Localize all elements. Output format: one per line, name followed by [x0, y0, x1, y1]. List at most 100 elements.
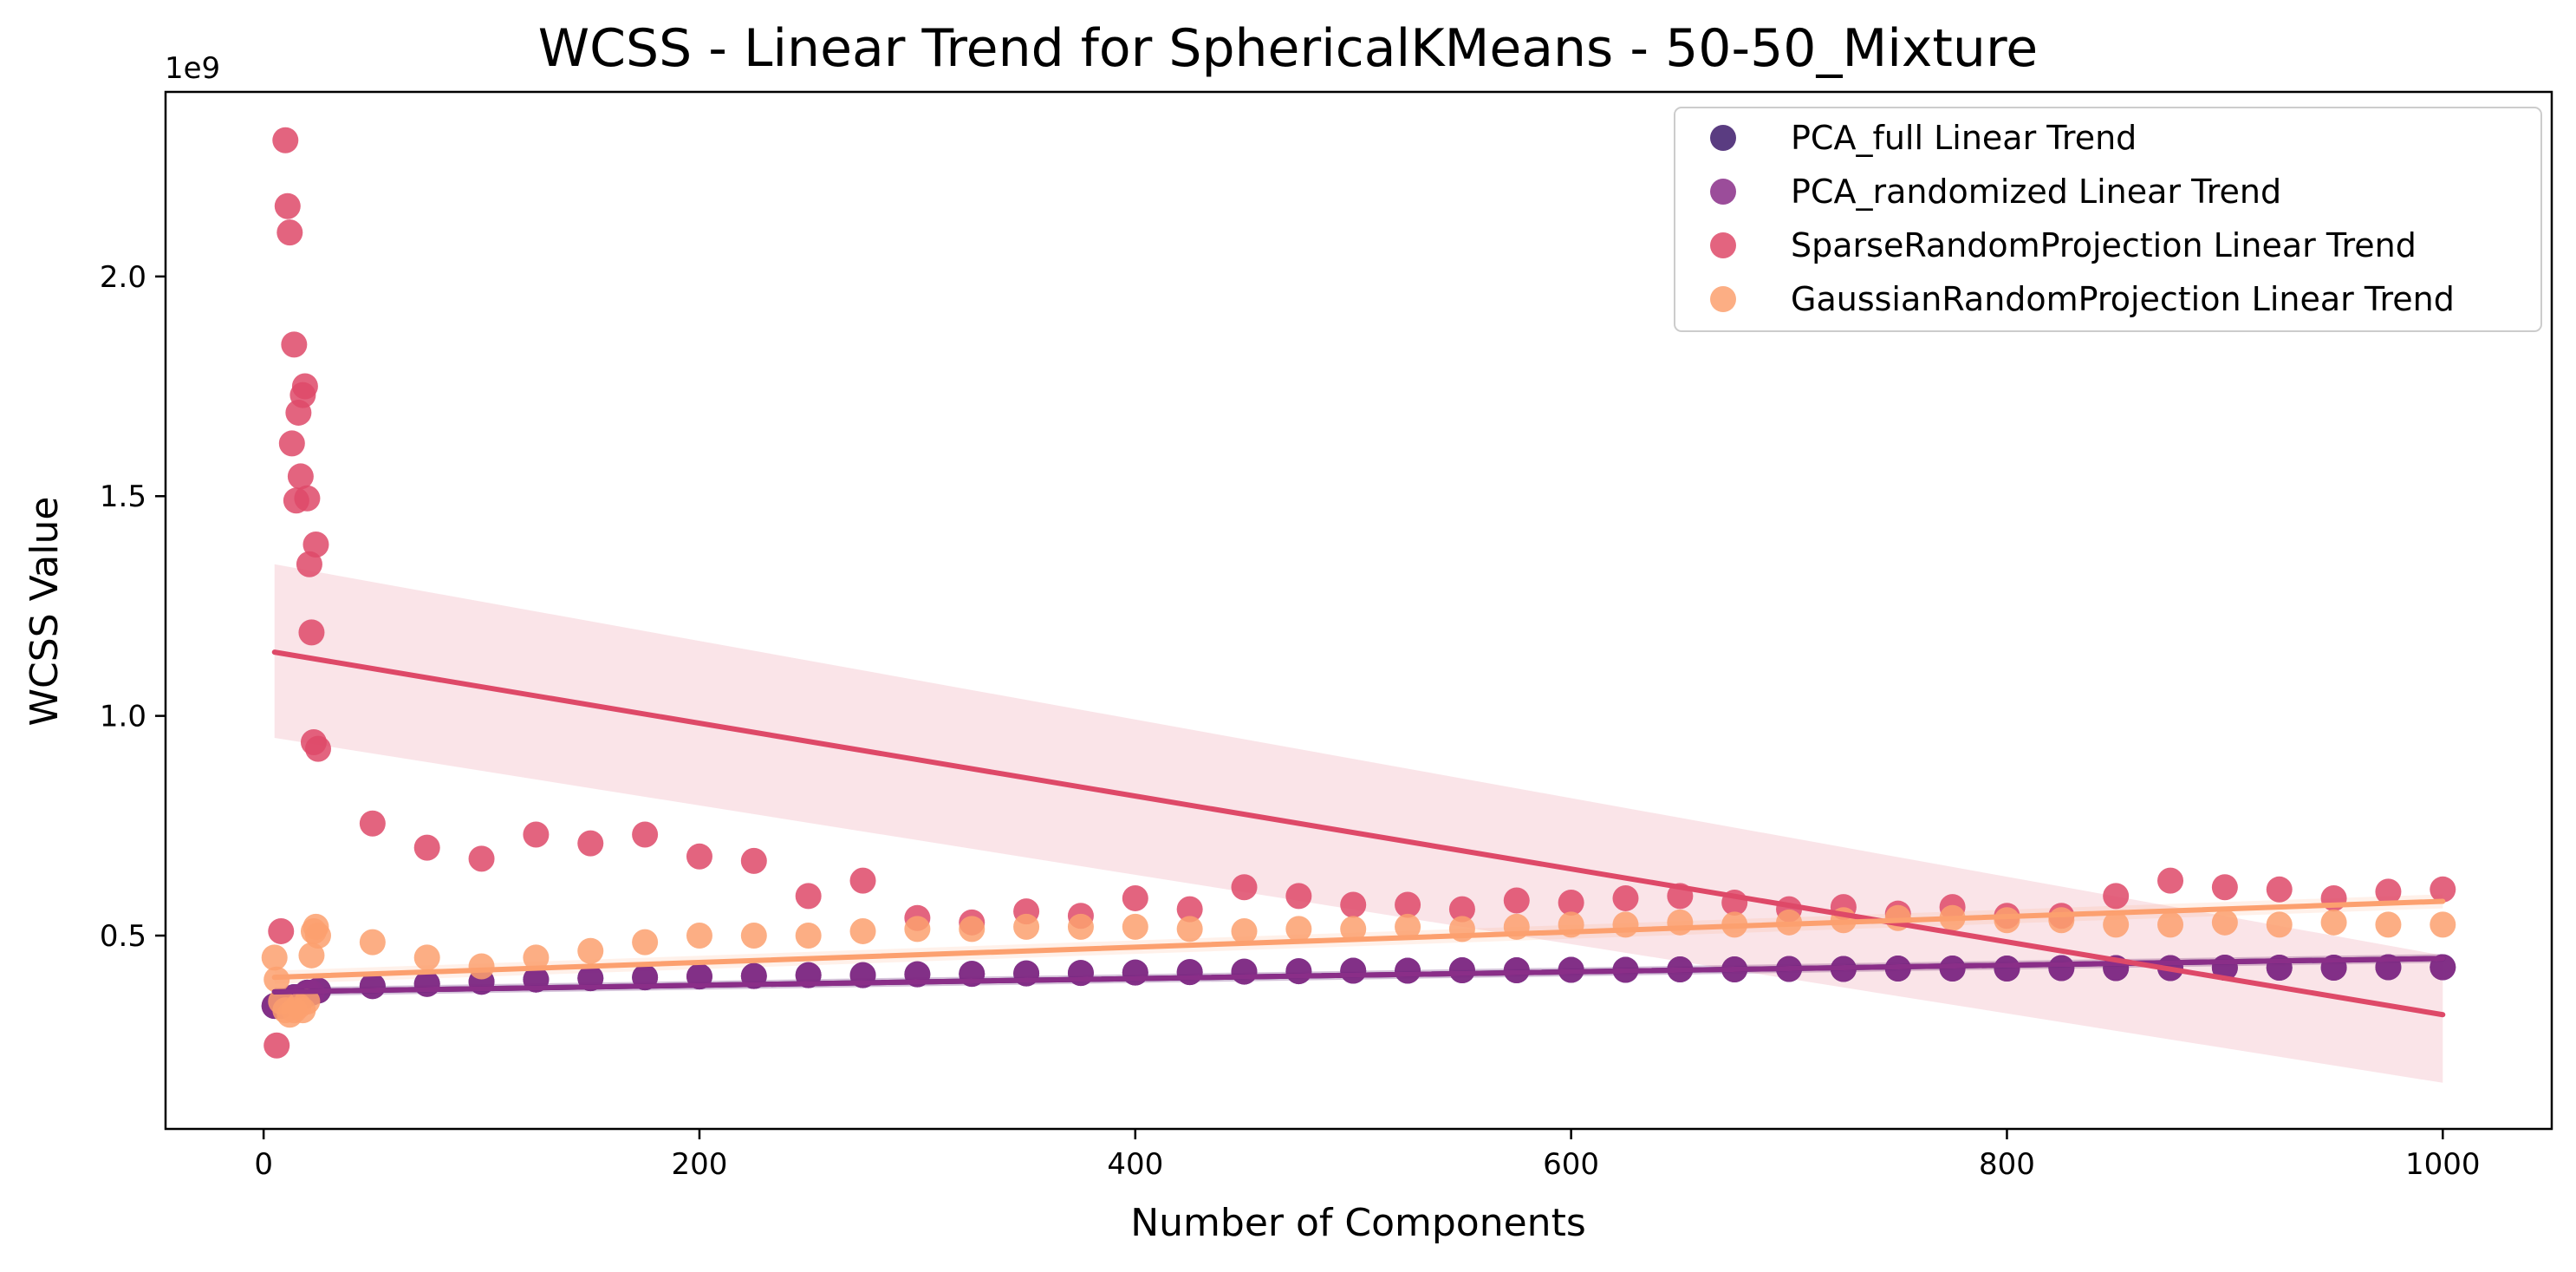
sparserandomprojection-linear-trend-point — [268, 917, 295, 944]
gaussianrandomprojection-linear-trend-point — [294, 988, 321, 1015]
sparserandomprojection-linear-trend-point — [795, 883, 822, 910]
y-tick-label: 2.0 — [100, 260, 146, 295]
gaussianrandomprojection-linear-trend-point — [2320, 909, 2347, 936]
gaussianrandomprojection-linear-trend-point — [2430, 911, 2456, 938]
sparserandomprojection-linear-trend-point — [263, 1032, 290, 1059]
pca-randomized-linear-trend-point — [1176, 959, 1203, 986]
x-tick-label: 400 — [1107, 1147, 1163, 1182]
confidence-band-layer — [274, 564, 2443, 1083]
sparserandomprojection-linear-trend-point — [1558, 890, 1584, 916]
gaussianrandomprojection-linear-trend-point — [468, 953, 495, 980]
sparserandomprojection-linear-trend-point — [1231, 874, 1258, 901]
pca-randomized-linear-trend-point — [1285, 958, 1312, 985]
gaussianrandomprojection-linear-trend-point — [2157, 911, 2184, 938]
gaussianrandomprojection-linear-trend-point — [359, 929, 386, 956]
sparserandomprojection-linear-trend-point — [413, 834, 440, 861]
sparserandomprojection-linear-trend-point — [298, 619, 325, 646]
gaussianrandomprojection-linear-trend-point — [1395, 913, 1421, 940]
pca-full-linear-trend-legend-label: PCA_full Linear Trend — [1791, 119, 2137, 157]
y-tick-label: 1.0 — [100, 700, 146, 734]
sparserandomprojection-linear-trend-point — [577, 830, 604, 857]
gaussianrandomprojection-linear-trend-point — [1612, 911, 1639, 938]
sparserandomprojection-linear-trend-point — [740, 847, 767, 874]
sparserandomprojection-linear-trend-point — [1612, 884, 1639, 911]
gaussianrandomprojection-linear-trend-point — [1667, 909, 1694, 936]
sparserandomprojection-linear-trend-point — [272, 127, 299, 153]
gaussianrandomprojection-linear-trend-point — [298, 942, 325, 969]
sparserandomprojection-linear-trend-trend-line — [271, 649, 2446, 1018]
sparserandomprojection-linear-trend-point — [2375, 878, 2402, 905]
pca-randomized-linear-trend-point — [1340, 957, 1367, 984]
pca-randomized-linear-trend-point — [1994, 956, 2020, 982]
gaussianrandomprojection-linear-trend-point — [523, 944, 550, 971]
pca-randomized-linear-trend-point — [2048, 955, 2075, 982]
gaussianrandomprojection-linear-trend-point — [2048, 907, 2075, 934]
gaussianrandomprojection-linear-trend-trend-line — [271, 898, 2446, 981]
gaussianrandomprojection-linear-trend-point — [1067, 913, 1094, 940]
sparserandomprojection-linear-trend-point — [686, 843, 712, 870]
gaussianrandomprojection-linear-trend-point — [2103, 911, 2130, 938]
pca-randomized-linear-trend-point — [1122, 959, 1148, 986]
sparserandomprojection-linear-trend-legend-label: SparseRandomProjection Linear Trend — [1791, 226, 2417, 264]
sparserandomprojection-linear-trend-point — [304, 735, 331, 762]
sparserandomprojection-linear-trend-point — [1503, 887, 1530, 914]
gaussianrandomprojection-linear-trend-point — [2375, 911, 2402, 938]
gaussianrandomprojection-linear-trend-point — [261, 944, 288, 971]
gaussianrandomprojection-linear-trend-point — [2211, 909, 2238, 936]
gaussianrandomprojection-linear-trend-point — [959, 916, 986, 943]
sparserandomprojection-linear-trend-point — [2266, 876, 2293, 903]
sparserandomprojection-linear-trend-point — [302, 531, 329, 558]
sparserandomprojection-linear-trend-legend-marker — [1710, 232, 1736, 258]
gaussianrandomprojection-linear-trend-point — [1122, 913, 1148, 940]
x-tick-label: 200 — [672, 1147, 728, 1182]
sparserandomprojection-linear-trend-point — [296, 551, 322, 577]
sparserandomprojection-linear-trend-point — [2430, 876, 2456, 903]
gaussianrandomprojection-linear-trend-point — [577, 937, 604, 964]
gaussianrandomprojection-linear-trend-point — [795, 923, 822, 949]
y-tick-label: 1.5 — [100, 479, 146, 514]
gaussianrandomprojection-linear-trend-point — [413, 944, 440, 971]
sparserandomprojection-linear-trend-point — [276, 219, 303, 246]
sparserandomprojection-linear-trend-point — [523, 821, 550, 848]
sparserandomprojection-linear-trend-point — [1122, 884, 1148, 911]
sparserandomprojection-linear-trend-point — [359, 810, 386, 837]
gaussianrandomprojection-linear-trend-point — [632, 929, 659, 956]
chart-title: WCSS - Linear Trend for SphericalKMeans … — [538, 18, 2038, 79]
sparserandomprojection-linear-trend-point — [278, 430, 305, 457]
gaussianrandomprojection-linear-trend-point — [849, 917, 876, 944]
x-tick-label: 600 — [1543, 1147, 1599, 1182]
y-tick-label: 0.5 — [100, 919, 146, 954]
sparserandomprojection-linear-trend-point — [1285, 883, 1312, 910]
axes-layer: 0 200 400 600 800 1000 0.5 1.0 1.5 2.0 — [100, 90, 2553, 1182]
sparserandomprojection-linear-trend-point — [632, 821, 659, 848]
gaussianrandomprojection-linear-trend-point — [904, 916, 931, 943]
x-tick-label: 1000 — [2405, 1147, 2481, 1182]
sparserandomprojection-linear-trend-point — [1448, 896, 1475, 923]
sparserandomprojection-linear-trend-point — [2211, 874, 2238, 901]
gaussianrandomprojection-linear-trend-point — [1176, 916, 1203, 943]
x-tick-label: 0 — [254, 1147, 273, 1182]
gaussianrandomprojection-linear-trend-point — [2266, 911, 2293, 938]
sparserandomprojection-linear-trend-point — [281, 331, 308, 358]
sparserandomprojection-linear-trend-point — [468, 845, 495, 872]
gaussianrandomprojection-linear-trend-point — [1013, 913, 1040, 940]
pca-randomized-linear-trend-point — [1395, 957, 1421, 984]
gaussianrandomprojection-linear-trend-point — [686, 923, 712, 949]
gaussianrandomprojection-linear-trend-point — [1994, 907, 2020, 934]
legend: PCA_full Linear Trend PCA_randomized Line… — [1674, 107, 2542, 332]
sparserandomprojection-linear-trend-point — [2103, 883, 2130, 910]
sparserandomprojection-linear-trend-point — [1340, 891, 1367, 918]
gaussianrandomprojection-linear-trend-legend-marker — [1710, 286, 1736, 312]
sparserandomprojection-linear-trend-point — [1395, 891, 1421, 918]
sparserandomprojection-linear-trend-point — [274, 192, 301, 219]
gaussianrandomprojection-linear-trend-point — [740, 923, 767, 949]
sparserandomprojection-linear-trend-point — [294, 485, 321, 512]
pca-full-linear-trend-legend-marker — [1710, 125, 1736, 151]
y-offset-label: 1e9 — [165, 51, 220, 86]
gaussianrandomprojection-linear-trend-point — [1285, 916, 1312, 943]
sparserandomprojection-linear-trend-point — [287, 463, 314, 490]
gaussianrandomprojection-linear-trend-point — [1231, 917, 1258, 944]
pca-randomized-linear-trend-point — [1231, 958, 1258, 985]
